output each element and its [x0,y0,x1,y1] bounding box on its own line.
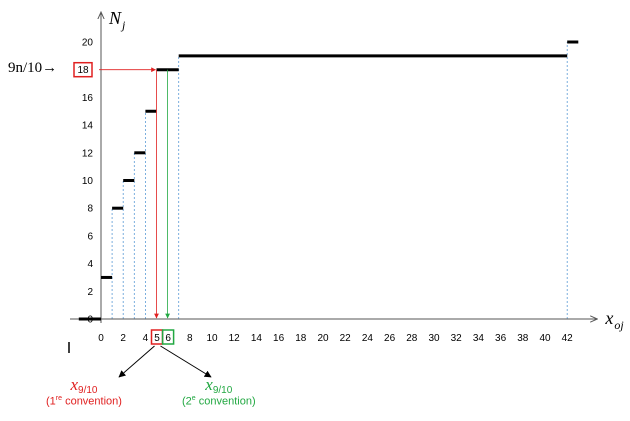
x-tick-label: 22 [340,333,352,344]
green-convention-note: x9/10 (2e convention) [182,375,256,408]
y-tick-label: 8 [87,204,93,215]
x-tick-label: 10 [206,333,218,344]
x-axis-title: x [604,308,613,328]
y-tick-label: 4 [87,259,93,270]
green-x-label: 6 [165,333,171,344]
x-tick-label: 38 [517,333,529,344]
x-tick-label: 0 [98,333,104,344]
red-convention-note: x9/10 (1re convention) [46,375,122,408]
x-tick-label: 24 [362,333,374,344]
y-tick-label: 2 [87,287,93,298]
green-note-caption-prefix: (2 [182,395,192,408]
red-note-subscript: 9/10 [78,385,98,396]
red-note-caption-prefix: (1 [46,395,56,408]
threshold-text: 9n/10→ [8,60,58,76]
x-axis-title-sub: oj [614,318,624,332]
x-tick-label: 40 [539,333,551,344]
y-axis-title: N [108,8,122,28]
red-note-pointer [118,345,155,378]
y-tick-label: 6 [87,231,93,242]
red-note-caption-suffix: convention) [62,395,122,408]
x-tick-label: 20 [317,333,329,344]
x-tick-label: 42 [562,333,574,344]
green-note-caption-sup: e [191,395,196,402]
y-tick-label: 14 [82,121,94,132]
x-tick-label: 26 [384,333,396,344]
x-tick-label: 8 [187,333,193,344]
y-axis-title-sub: j [120,18,126,32]
y-tick-label: 16 [82,93,94,104]
x-tick-label: 18 [295,333,307,344]
x-tick-label: 16 [273,333,285,344]
y-tick-label: 10 [82,176,94,187]
x-tick-label: 28 [406,333,418,344]
red-x-label: 5 [154,333,160,344]
threshold-tick-label: 18 [77,65,89,76]
red-note-symbol: x [70,375,79,394]
green-note-subscript: 9/10 [212,385,233,396]
x-tick-label: 36 [495,333,507,344]
x-tick-label: 2 [120,333,126,344]
y-tick-label: 0 [87,315,93,326]
x-tick-label: 12 [229,333,241,344]
threshold-tick-box [73,61,93,78]
x-tick-label: 34 [473,333,485,344]
y-tick-label: 20 [82,38,94,49]
green-note-symbol: x [205,375,213,394]
x-tick-label: 30 [428,333,440,344]
green-x-box [161,329,175,345]
x-tick-label: 14 [251,333,263,344]
green-note-pointer [160,345,212,378]
red-note-caption-sup: re [55,395,63,402]
threshold-label: 9n/10→ [8,60,57,77]
green-note-caption-suffix: convention) [195,395,256,408]
y-tick-label: 12 [82,148,94,159]
x-tick-label: 4 [143,333,149,344]
x-tick-label: 32 [451,333,463,344]
